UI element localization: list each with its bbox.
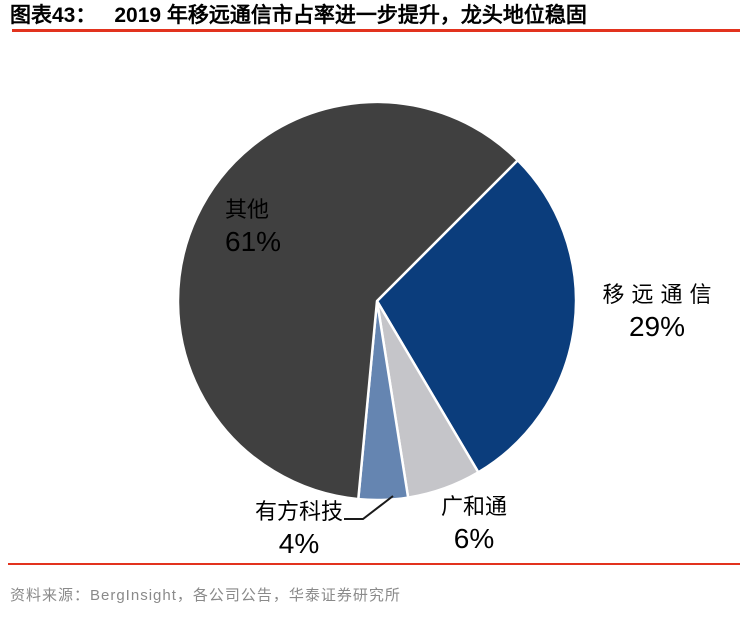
- slice-name: 移远通信: [602, 283, 719, 308]
- slice-name: 广和通: [440, 495, 507, 520]
- slice-percent: 61%: [225, 226, 282, 257]
- pie-slice-移远通信: [375, 159, 578, 474]
- slice-name: 其他: [225, 198, 270, 223]
- source-text: 资料来源：BergInsight，各公司公告，华泰证券研究所: [10, 587, 401, 604]
- slice-label-guanghetong: 广和通 6%: [404, 493, 544, 555]
- slice-label-qita: 其他 61%: [225, 196, 281, 258]
- footer-rule: [8, 563, 740, 565]
- caption-underline-rule: [12, 29, 740, 32]
- slice-percent: 6%: [453, 523, 495, 554]
- figure-number: 图表43：: [10, 4, 97, 27]
- slice-label-youfang-keji: 有方科技 4%: [229, 498, 369, 560]
- figure-title: 2019 年移远通信市占率进一步提升，龙头地位稳固: [114, 4, 587, 27]
- pie-slices-group: [176, 100, 578, 502]
- slice-percent: 4%: [278, 528, 320, 559]
- slice-label-yiyuan-tongxin: 移远通信 29%: [574, 281, 740, 343]
- slice-percent: 29%: [628, 311, 686, 342]
- figure-caption: 图表43： 2019 年移远通信市占率进一步提升，龙头地位稳固: [10, 3, 740, 29]
- pie-slice-其他: [176, 100, 519, 501]
- slice-name: 有方科技: [254, 500, 343, 525]
- leader-line: [344, 495, 394, 520]
